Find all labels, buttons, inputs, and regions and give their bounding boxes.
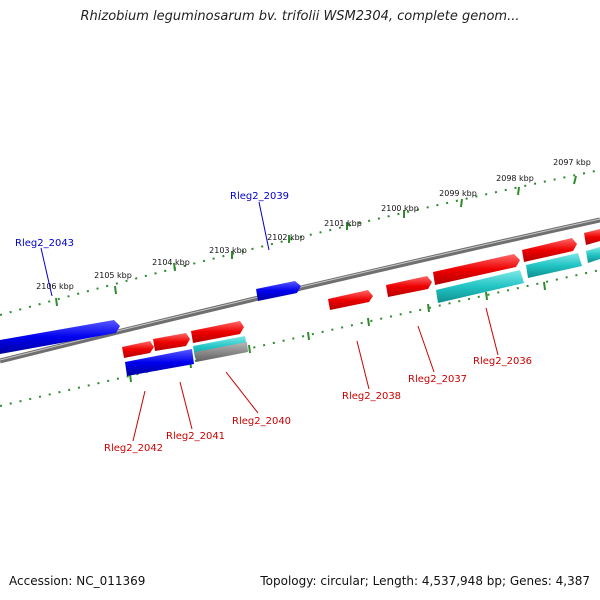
gene-rleg2-2036-feature[interactable]	[433, 254, 524, 303]
gene-label-rleg2-2036[interactable]: Rleg2_2036	[473, 356, 532, 367]
gene-rleg2-2042-feature[interactable]	[125, 349, 194, 376]
gene-label-rleg2-2038[interactable]: Rleg2_2038	[342, 391, 401, 402]
gene-rleg2-2043-feature[interactable]	[0, 320, 120, 354]
gene-forward-unlabeled[interactable]	[522, 229, 600, 278]
scale-label: 2098 kbp	[496, 174, 534, 183]
scale-label: 2103 kbp	[209, 246, 247, 255]
gene-label-rleg2-2040[interactable]: Rleg2_2040	[232, 416, 291, 427]
gene-label-rleg2-2037[interactable]: Rleg2_2037	[408, 374, 467, 385]
scale-label: 2104 kbp	[152, 258, 190, 267]
label-leaders	[40, 201, 499, 442]
scale-label: 2106 kbp	[36, 282, 74, 291]
gene-rleg2-2038-feature[interactable]	[328, 290, 373, 310]
outer-ruler	[0, 169, 600, 316]
scale-label: 2097 kbp	[553, 158, 591, 167]
scale-label: 2100 kbp	[381, 204, 419, 213]
gene-rleg2-2040-feature[interactable]	[191, 321, 248, 362]
accession-text: Accession: NC_011369	[9, 574, 146, 588]
outer-ruler-major-ticks	[55, 175, 577, 307]
gene-label-rleg2-2039[interactable]: Rleg2_2039	[230, 191, 289, 202]
gene-label-rleg2-2041[interactable]: Rleg2_2041	[166, 431, 225, 442]
scale-label: 2102 kbp	[267, 233, 305, 242]
topology-text: Topology: circular; Length: 4,537,948 bp…	[260, 574, 590, 588]
gene-rleg2-2039-feature[interactable]	[256, 281, 301, 301]
scale-label: 2101 kbp	[324, 219, 362, 228]
map-title: Rhizobium leguminosarum bv. trifolii WSM…	[80, 9, 520, 24]
gene-label-rleg2-2042[interactable]: Rleg2_2042	[104, 443, 163, 454]
gene-labels: Rleg2_2039 Rleg2_2043 Rleg2_2036 Rleg2_2…	[15, 191, 532, 454]
scale-label: 2099 kbp	[439, 189, 477, 198]
genome-backbone	[0, 217, 600, 364]
gene-rleg2-2037-feature[interactable]	[386, 276, 432, 297]
gene-label-rleg2-2043[interactable]: Rleg2_2043	[15, 238, 74, 249]
gene-rleg2-2041-forward[interactable]	[122, 333, 190, 358]
scale-labels: 2097 kbp 2098 kbp 2099 kbp 2100 kbp 2101…	[36, 158, 591, 291]
scale-label: 2105 kbp	[94, 271, 132, 280]
